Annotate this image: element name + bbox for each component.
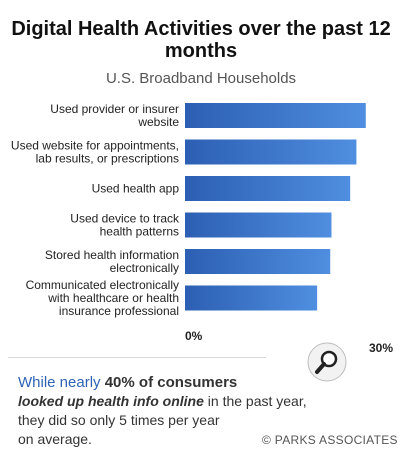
bar-1	[185, 139, 357, 165]
category-label-4: Stored health information electronically	[45, 248, 179, 275]
category-label-2: Used health app	[92, 182, 180, 196]
x-tick-label-0: 0%	[185, 329, 203, 343]
category-label-3: Used device to track health patterns	[70, 212, 180, 239]
bar-2	[185, 176, 351, 201]
x-tick-label-1: 30%	[369, 341, 393, 355]
note-italic: looked up health info online	[18, 393, 204, 409]
footer-note: While nearly 40% of consumers looked up …	[18, 373, 348, 449]
note-prefix: While nearly	[18, 374, 105, 391]
note-highlight-percent: 40%	[104, 374, 135, 391]
category-label-0: Used provider or insurer website	[50, 102, 179, 129]
note-line3: they did so only 5 times per year	[18, 412, 220, 428]
bar-3	[185, 212, 332, 238]
bar-5	[185, 285, 318, 311]
category-label-5: Communicated electronically with healthca…	[26, 278, 179, 318]
note-line2-rest: in the past year,	[203, 393, 307, 409]
copyright: © PARKS ASSOCIATES	[262, 433, 398, 447]
bar-4	[185, 249, 331, 274]
category-label-1: Used website for appointments, lab result…	[11, 139, 179, 166]
bar-chart: Used provider or insurer website Used webs…	[11, 102, 393, 355]
chart-subtitle: U.S. Broadband Households	[105, 70, 297, 87]
chart-title: Digital Health Activities over the past …	[11, 18, 391, 62]
bar-0	[185, 103, 366, 128]
divider	[8, 357, 266, 358]
note-line4: on average.	[18, 431, 92, 447]
note-suffix: of consumers	[134, 374, 238, 391]
magnifier-icon[interactable]	[307, 342, 347, 382]
